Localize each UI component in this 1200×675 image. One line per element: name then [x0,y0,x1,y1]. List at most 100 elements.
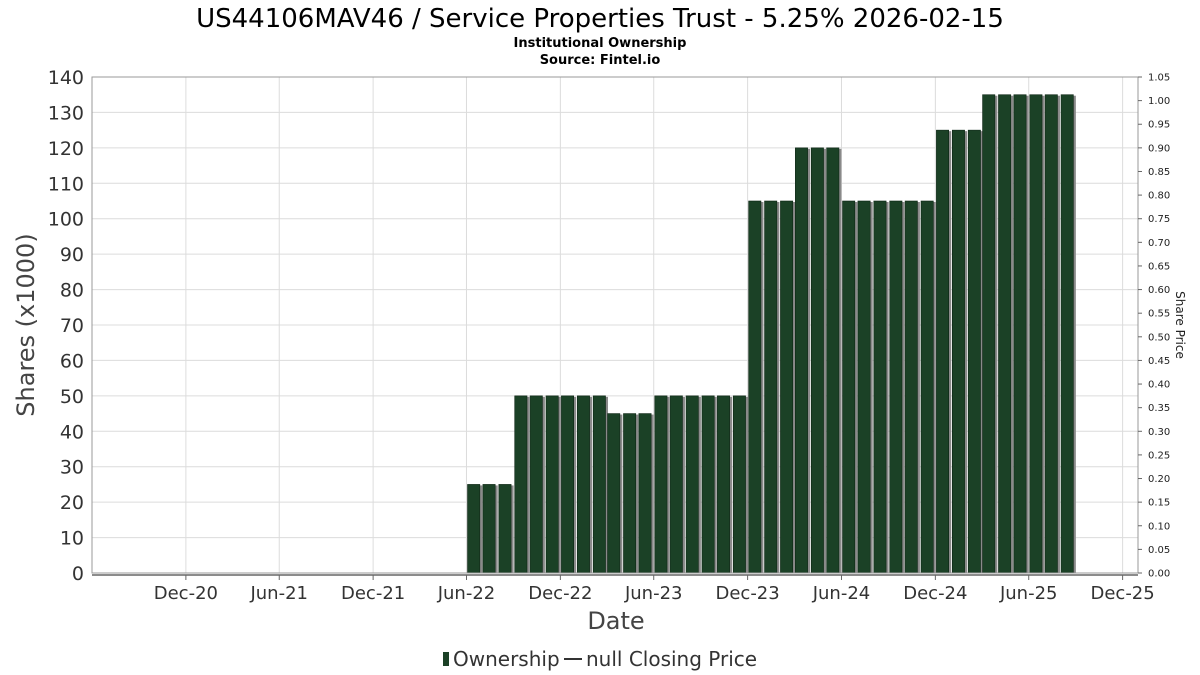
bar-body [748,200,762,574]
y-tick-label: 30 [60,457,84,479]
bar-body [810,147,824,574]
bar-body [1029,94,1043,574]
bar-body [873,200,887,574]
y-tick-label: 110 [48,173,84,195]
bar-body [561,395,575,574]
bar-body [482,484,496,574]
x-tick-label: Jun-25 [999,583,1058,604]
y2-tick-label: 0.10 [1148,521,1170,532]
ownership-bar [889,200,905,574]
y2-axis-label: Share Price [1173,291,1187,359]
y-tick-label: 140 [48,67,84,89]
x-axis-ticks: Dec-20 Jun-21 Dec-21 Jun-22 Dec-22 Jun-23 Dec-… [154,575,1155,604]
y2-tick-label: 0.70 [1148,238,1170,249]
y-tick-label: 0 [72,563,84,585]
ownership-bar [998,94,1014,574]
y2-tick-label: 0.80 [1148,191,1170,202]
ownership-bar [920,200,936,574]
bar-body [842,200,856,574]
bar-body [498,484,512,574]
y-tick-label: 90 [60,244,84,266]
bar-body [669,395,683,574]
bar-body [920,200,934,574]
y2-tick-label: 1.00 [1148,96,1170,107]
y2-tick-label: 0.20 [1148,474,1170,485]
ownership-bar [1060,94,1076,574]
x-tick-label: Dec-25 [1090,583,1154,604]
y2-tick-label: 0.00 [1148,569,1170,580]
bar-body [967,129,981,574]
bar-body [889,200,903,574]
y-tick-label: 70 [60,315,84,337]
y-tick-label: 120 [48,138,84,160]
ownership-bar [842,200,858,574]
x-tick-label: Dec-21 [341,583,405,604]
bar-body [685,395,699,574]
ownership-bar [514,395,530,574]
bar-body [982,94,996,574]
ownership-bar [780,200,796,574]
ownership-bar [654,395,670,574]
bar-body [1013,94,1027,574]
y2-tick-label: 0.15 [1148,498,1170,509]
bar-body [904,200,918,574]
ownership-bar [669,395,685,574]
y-tick-label: 40 [60,421,84,443]
y2-tick-label: 0.65 [1148,261,1170,272]
bar-body [1060,94,1074,574]
chart-title: US44106MAV46 / Service Properties Trust … [196,4,1004,34]
ownership-bar [936,129,952,574]
grid-lines [92,76,1138,574]
ownership-bar [467,484,483,574]
legend-ownership-swatch [443,652,449,666]
y2-tick-label: 0.30 [1148,427,1170,438]
ownership-bar [607,413,623,574]
ownership-bar [685,395,701,574]
ownership-bar [545,395,561,574]
bar-body [951,129,965,574]
y2-tick-label: 0.50 [1148,332,1170,343]
bar-body [732,395,746,574]
bar-body [857,200,871,574]
y-tick-label: 100 [48,209,84,231]
bar-body [638,413,652,574]
ownership-bar [638,413,654,574]
y-tick-label: 130 [48,102,84,124]
y-tick-label: 60 [60,350,84,372]
legend-price-label: null Closing Price [586,647,757,671]
bar-body [545,395,559,574]
y2-tick-label: 0.05 [1148,545,1170,556]
ownership-bar [717,395,733,574]
y2-tick-label: 0.40 [1148,380,1170,391]
bar-body [701,395,715,574]
ownership-bar [810,147,827,574]
bar-body [514,395,528,574]
legend-ownership-label: Ownership [453,647,560,671]
y2-tick-label: 0.25 [1148,450,1170,461]
y-axis-label: Shares (x1000) [12,233,40,416]
y2-tick-label: 0.85 [1148,167,1170,178]
ownership-bar [1044,94,1060,574]
ownership-bar [576,395,593,574]
bar-body [998,94,1012,574]
bar-body [607,413,621,574]
ownership-bar [592,395,609,574]
y2-tick-label: 0.75 [1148,214,1170,225]
x-tick-label: Jun-21 [249,583,308,604]
ownership-bar [982,94,998,574]
y2-tick-label: 0.60 [1148,285,1170,296]
ownership-bar [904,200,920,574]
ownership-bar [701,395,717,574]
bar-body [764,200,778,574]
ownership-bar [857,200,873,574]
y2-tick-label: 1.05 [1148,73,1170,84]
y2-tick-label: 0.95 [1148,120,1170,131]
plot-frame [91,76,1139,574]
ownership-bar [623,413,639,574]
ownership-bar [732,395,749,574]
y2-tick-label: 0.45 [1148,356,1170,367]
chart-subtitle-source: Source: Fintel.io [540,53,661,68]
bar-body [592,395,606,574]
ownership-bar [748,200,764,574]
